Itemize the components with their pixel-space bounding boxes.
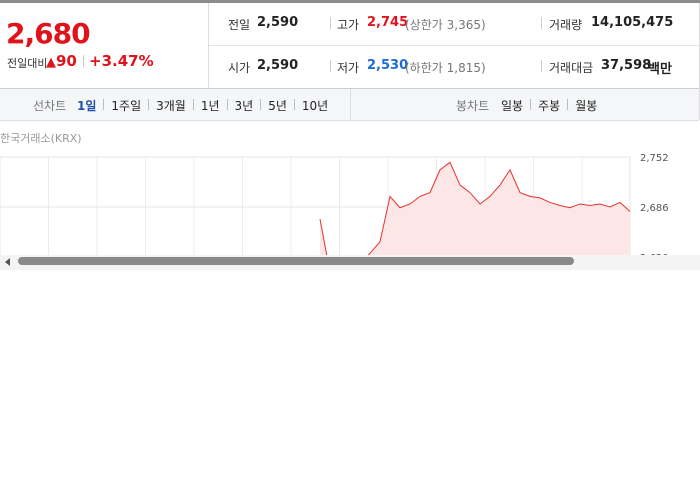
tab-list: 1일 1주일 3개월 1년 3년 5년 10년 (77, 97, 328, 114)
stat-value: 2,590 (257, 15, 299, 30)
change-value: 90 (56, 52, 77, 70)
tab-sep (530, 99, 532, 110)
divider (209, 45, 699, 46)
y-tick-label: 2,686 (640, 203, 669, 214)
tab-sep (192, 99, 194, 110)
stat-label: 전일 (228, 18, 251, 32)
stat-label: 거래대금 (549, 61, 594, 75)
tab[interactable]: 5년 (268, 99, 287, 113)
tab[interactable]: 1주일 (111, 99, 142, 113)
source: 한국거래소(KRX) (0, 132, 82, 145)
stat-value: 2,530 (367, 58, 409, 73)
top-bar (0, 0, 700, 3)
tab[interactable]: 1년 (200, 99, 220, 113)
tab-bar (0, 88, 699, 121)
change: ▲90 (46, 52, 77, 70)
tab[interactable]: 일봉 (501, 99, 524, 113)
tab-group-label: 봉차트 (456, 99, 490, 113)
tab-group-label: 선차트 (33, 99, 67, 113)
scroll-arrow[interactable] (5, 258, 10, 266)
y-tick-label: 2,752 (640, 153, 669, 164)
tab-sep (567, 99, 569, 110)
stat-note: (하한가 1,815) (405, 61, 486, 75)
tab-list: 일봉 주봉 월봉 (501, 97, 597, 114)
stat-value: 14,105,475 (591, 15, 674, 30)
stat-value: 2,590 (257, 58, 299, 73)
change-pct: +3.47% (89, 52, 154, 70)
tab-sep (103, 99, 105, 110)
tab[interactable]: 1일 (77, 99, 97, 113)
scrollbar-thumb[interactable] (18, 257, 574, 265)
chart: 2,752 2,686 2,620 (0, 153, 700, 270)
price-line (319, 161, 631, 255)
stat-label: 시가 (228, 61, 251, 75)
price: 2,680 (6, 17, 91, 50)
stat-value: 37,598 (601, 58, 652, 73)
price-area (320, 162, 630, 255)
divider (350, 89, 351, 120)
stat-label: 저가 (337, 61, 360, 75)
tab-sep (148, 99, 150, 110)
stat-label: 거래량 (549, 18, 583, 32)
change-label: 전일대비 (7, 57, 48, 70)
tab-sep (260, 99, 262, 110)
tab[interactable]: 3개월 (156, 99, 186, 113)
tab[interactable]: 3년 (234, 99, 254, 113)
plot: 2,752 2,686 2,620 (0, 153, 669, 264)
divider (208, 3, 209, 88)
stat-note: (상한가 3,365) (405, 18, 486, 32)
tab-sep (293, 99, 295, 110)
stat-label: 고가 (337, 18, 360, 32)
stat-value: 2,745 (367, 15, 409, 30)
tab[interactable]: 주봉 (538, 99, 561, 113)
stat-unit: 백만 (648, 62, 672, 77)
y-tick-label: 2,620 (640, 253, 669, 264)
tab-sep (226, 99, 228, 110)
tab[interactable]: 월봉 (575, 99, 598, 113)
tab[interactable]: 10년 (301, 99, 329, 113)
